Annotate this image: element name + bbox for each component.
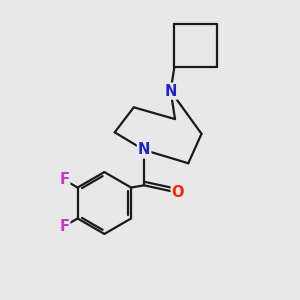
Text: F: F <box>59 172 69 188</box>
Text: F: F <box>59 219 69 234</box>
Text: N: N <box>164 84 177 99</box>
Text: N: N <box>138 142 150 158</box>
Text: O: O <box>172 185 184 200</box>
